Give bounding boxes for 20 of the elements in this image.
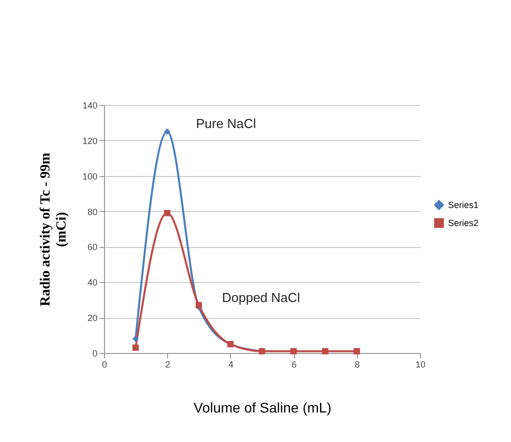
x-tick-label: 6 — [292, 360, 297, 370]
annotation: Pure NaCl — [196, 116, 256, 131]
y-tick-label: 60 — [87, 242, 98, 252]
x-tick-label: 8 — [354, 360, 360, 370]
y-tick-label: 40 — [87, 278, 98, 288]
x-axis-title: Volume of Saline (mL) — [194, 400, 332, 416]
annotation: Dopped NaCl — [222, 290, 300, 305]
y-tick-label: 0 — [92, 348, 98, 358]
legend-label: Series1 — [448, 200, 479, 210]
y-tick-label: 80 — [87, 206, 98, 217]
y-tick-label: 20 — [87, 313, 98, 324]
y-tick-label: 140 — [82, 100, 98, 110]
legend-label: Series2 — [448, 218, 479, 228]
x-tick-label: 4 — [228, 360, 234, 370]
x-tick-label: 2 — [165, 360, 170, 370]
y-axis-title: Radio activity of Tc - 99m (mCi) — [38, 152, 70, 306]
x-tick-label: 10 — [415, 360, 426, 370]
x-tick-label: 0 — [102, 360, 108, 370]
y-tick-label: 120 — [82, 136, 98, 146]
y-tick-label: 100 — [82, 171, 98, 182]
